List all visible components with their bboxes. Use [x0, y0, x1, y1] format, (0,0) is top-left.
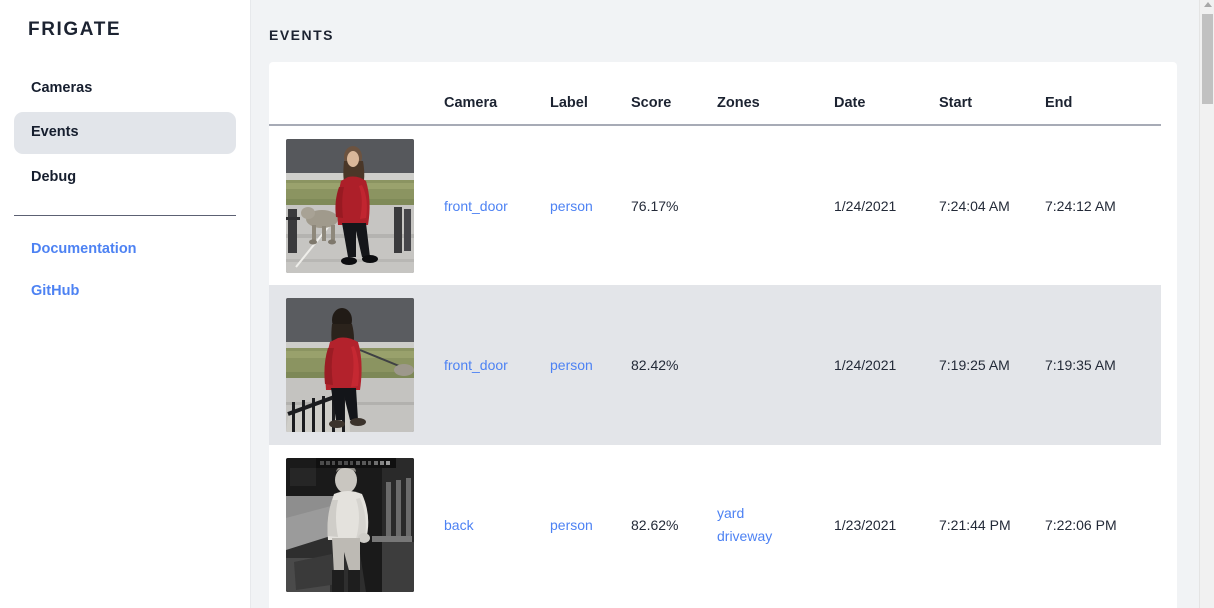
- column-header-camera: Camera: [444, 62, 550, 127]
- event-score-cell: 82.42%: [631, 285, 717, 446]
- thumbnail-wrap: [269, 298, 444, 433]
- event-thumbnail-link[interactable]: [286, 458, 414, 593]
- column-header-end: End: [1045, 62, 1161, 127]
- event-date-cell: 1/23/2021: [834, 517, 897, 534]
- sidebar-item-label: Events: [31, 124, 79, 141]
- event-label-link[interactable]: person: [550, 197, 593, 214]
- event-score-cell: 76.17%: [631, 197, 679, 214]
- column-header-score: Score: [631, 62, 717, 127]
- events-card: Camera Label Score Zones Date Start End: [269, 62, 1177, 608]
- event-zones-cell: yard driveway: [717, 445, 834, 605]
- sidebar-item-cameras[interactable]: Cameras: [14, 68, 236, 110]
- table-row[interactable]: back person 82.62% yard driveway 1/23/20…: [269, 445, 1161, 605]
- thumbnail-image-person-leash: [286, 298, 414, 433]
- app-brand-title: FRIGATE: [28, 19, 122, 40]
- event-thumbnail-link[interactable]: [286, 138, 414, 273]
- event-label-link[interactable]: person: [550, 357, 593, 374]
- sidebar-item-debug[interactable]: Debug: [14, 157, 236, 199]
- event-thumbnail-cell: [269, 125, 444, 285]
- sidebar-item-label: Cameras: [31, 79, 93, 96]
- scroll-up-arrow-icon[interactable]: [1204, 2, 1212, 7]
- event-thumbnail-link[interactable]: [286, 298, 414, 433]
- column-header-thumbnail: [269, 62, 444, 127]
- event-zones-cell: [717, 285, 834, 446]
- thumbnail-wrap: [269, 458, 444, 593]
- sidebar-nav: Cameras Events Debug: [0, 68, 250, 199]
- thumbnail-image-person-infrared: [286, 458, 414, 593]
- scrollbar-thumb[interactable]: [1202, 14, 1213, 104]
- event-label-link[interactable]: person: [550, 517, 593, 534]
- events-table: Camera Label Score Zones Date Start End: [269, 62, 1161, 605]
- event-score-cell: 82.62%: [631, 517, 679, 534]
- event-date-cell: 1/24/2021: [834, 285, 939, 446]
- event-zones-cell: [717, 125, 834, 285]
- page-title: EVENTS: [269, 27, 335, 44]
- sidebar-item-events[interactable]: Events: [14, 112, 236, 154]
- event-zone-link[interactable]: yard: [717, 505, 745, 522]
- table-header-row: Camera Label Score Zones Date Start End: [269, 62, 1161, 127]
- event-label-cell: person: [550, 285, 631, 446]
- sidebar-link-github[interactable]: GitHub: [31, 283, 80, 300]
- column-header-zones: Zones: [717, 62, 834, 127]
- event-start-cell: 7:24:04 AM: [939, 197, 1010, 214]
- event-camera-cell: front_door: [444, 125, 550, 285]
- event-label-cell: person: [550, 125, 631, 285]
- thumbnail-image-person-dog: [286, 138, 414, 273]
- sidebar-external-links: Documentation GitHub: [0, 229, 250, 312]
- event-camera-cell: front_door: [444, 285, 550, 446]
- event-camera-link[interactable]: back: [444, 517, 474, 534]
- event-thumbnail-cell: [269, 285, 444, 446]
- sidebar: FRIGATE Cameras Events Debug Documentati…: [0, 0, 251, 608]
- event-start-cell: 7:21:44 PM: [939, 517, 1011, 534]
- column-header-start: Start: [939, 62, 1045, 127]
- event-end-cell: 7:22:06 PM: [1045, 517, 1117, 534]
- sidebar-item-label: Debug: [31, 168, 77, 185]
- event-camera-link[interactable]: front_door: [444, 357, 508, 374]
- event-end-cell: 7:24:12 AM: [1045, 197, 1116, 214]
- event-start-cell: 7:19:25 AM: [939, 285, 1045, 446]
- table-row[interactable]: front_door person 82.42% 1/24/2021 7:19:…: [269, 285, 1161, 446]
- event-end-cell: 7:19:35 AM: [1045, 285, 1161, 446]
- event-thumbnail-cell: [269, 445, 444, 605]
- thumbnail-wrap: [269, 138, 444, 273]
- column-header-label: Label: [550, 62, 631, 127]
- event-label-cell: person: [550, 445, 631, 605]
- events-table-body: front_door person 76.17% 1/24/2021 7:24:…: [269, 125, 1161, 605]
- event-date-cell: 1/24/2021: [834, 197, 897, 214]
- main-content: EVENTS Camera Label Score Zones Date Sta…: [251, 0, 1214, 608]
- table-row[interactable]: front_door person 76.17% 1/24/2021 7:24:…: [269, 125, 1161, 285]
- event-zone-link[interactable]: driveway: [717, 528, 773, 545]
- sidebar-link-documentation[interactable]: Documentation: [31, 241, 137, 258]
- vertical-scrollbar[interactable]: [1199, 0, 1214, 608]
- column-header-date: Date: [834, 62, 939, 127]
- event-camera-link[interactable]: front_door: [444, 197, 508, 214]
- sidebar-divider: [14, 215, 236, 217]
- events-table-head: Camera Label Score Zones Date Start End: [269, 62, 1161, 127]
- event-camera-cell: back: [444, 445, 550, 605]
